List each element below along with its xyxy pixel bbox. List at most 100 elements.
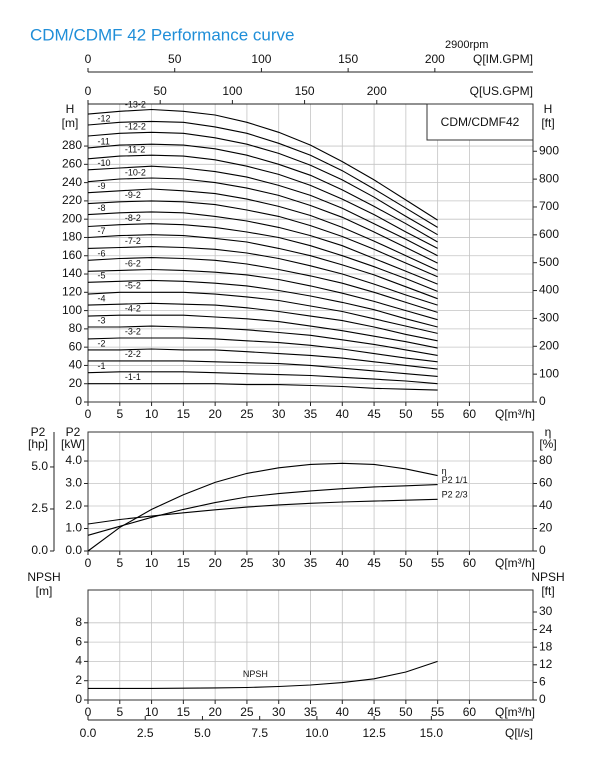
- x-tick-label: 50: [154, 84, 168, 98]
- x-tick-label: 150: [295, 84, 315, 98]
- x-tick-label: 30: [272, 705, 286, 719]
- series-label: -5-2: [125, 281, 141, 291]
- series-label: -10-2: [125, 167, 146, 177]
- series-line: [87, 246, 438, 306]
- y-tick-label: 900: [539, 143, 559, 157]
- y2-axis-unit: [ft]: [541, 116, 554, 130]
- series-line: [87, 314, 438, 349]
- x-axis-label: Q[m³/h]: [495, 556, 535, 570]
- y-tick-label: 100: [62, 303, 82, 317]
- chart-title: CDM/CDMF 42 Performance curve: [30, 25, 295, 44]
- x-tick-label: 5: [116, 556, 123, 570]
- x-tick-label: 2.5: [137, 726, 154, 740]
- series-label: -11-2: [125, 144, 145, 154]
- y2-axis-unit: [%]: [539, 437, 556, 451]
- x-tick-label: 10: [145, 705, 159, 719]
- x-tick-label: 150: [338, 52, 358, 66]
- series-label: -7-2: [125, 236, 141, 246]
- series-line: [87, 108, 438, 221]
- x-tick-label: 5: [116, 705, 123, 719]
- y-tick-label: 0: [539, 394, 546, 408]
- x-tick-label: 30: [272, 407, 286, 421]
- y-tick-label: 1.0: [65, 521, 82, 535]
- y-tick-label: 30: [539, 604, 553, 618]
- y-tick-label: 20: [69, 376, 83, 390]
- hp-axis-unit: [hp]: [28, 437, 48, 451]
- y-tick-label: 60: [539, 476, 553, 490]
- series-line: [87, 143, 438, 243]
- series-label: η: [442, 466, 447, 476]
- y-tick-label: 0.0: [31, 543, 48, 557]
- y-tick-label: 2.5: [31, 501, 48, 515]
- y-axis-label: P2: [66, 425, 81, 439]
- x-tick-label: 50: [399, 407, 413, 421]
- series-line: [87, 211, 438, 285]
- series-line: [87, 498, 438, 525]
- x-tick-label: 50: [168, 52, 182, 66]
- y-tick-label: 200: [62, 211, 82, 225]
- series-label: -11: [98, 136, 110, 146]
- y-tick-label: 180: [62, 230, 82, 244]
- y-tick-label: 700: [539, 199, 559, 213]
- y-axis-unit: [m]: [36, 584, 53, 598]
- series-label: NPSH: [243, 669, 268, 679]
- x-tick-label: 35: [304, 407, 318, 421]
- series-label: -6: [98, 249, 106, 259]
- series-line: [88, 348, 438, 370]
- x-tick-label: 100: [222, 84, 242, 98]
- series-line: [87, 120, 438, 228]
- x-tick-label: 0: [85, 407, 92, 421]
- x-tick-label: 15.0: [420, 726, 444, 740]
- series-line: [88, 360, 438, 377]
- y-tick-label: 3.0: [65, 476, 82, 490]
- series-line: [87, 291, 438, 334]
- series-line: [87, 131, 438, 236]
- x-tick-label: 60: [463, 556, 477, 570]
- x-label-bg: [487, 705, 535, 721]
- x-tick-label: 200: [367, 84, 387, 98]
- series-label: -3-2: [125, 326, 141, 336]
- y-tick-label: 80: [69, 321, 83, 335]
- x-tick-label: 40: [336, 556, 350, 570]
- x-tick-label: 10: [145, 556, 159, 570]
- x-tick-label: 25: [240, 705, 254, 719]
- series-line: [87, 279, 438, 328]
- top-axis-label: Q[US.GPM]: [470, 84, 533, 98]
- x-tick-label: 7.5: [251, 726, 268, 740]
- y-tick-label: 80: [539, 453, 553, 467]
- x-label-bg: [487, 556, 535, 572]
- series-line: [87, 165, 438, 257]
- series-label: -6-2: [125, 259, 141, 269]
- x-tick-label: 60: [463, 407, 477, 421]
- x-tick-label: 40: [336, 705, 350, 719]
- x-tick-label: 5.0: [194, 726, 211, 740]
- y-tick-label: 800: [539, 171, 559, 185]
- y-tick-label: 140: [62, 266, 82, 280]
- y-tick-label: 5.0: [31, 459, 48, 473]
- x-tick-label: 20: [208, 407, 222, 421]
- x-tick-label: 55: [431, 556, 445, 570]
- top-axis-label: Q[IM.GPM]: [473, 52, 533, 66]
- series-label: -12: [98, 113, 111, 123]
- series-label: P2 1/1: [442, 475, 468, 485]
- y-tick-label: 12: [539, 657, 553, 671]
- y-axis-label: NPSH: [27, 570, 60, 584]
- model-label: CDM/CDMF42: [441, 115, 520, 129]
- y-tick-label: 20: [539, 521, 553, 535]
- y-tick-label: 0: [539, 543, 546, 557]
- y-axis-label: H: [66, 102, 75, 116]
- series-label: -4: [98, 293, 106, 303]
- series-line: [87, 302, 438, 342]
- series-label: -1: [98, 361, 106, 371]
- series-line: [87, 484, 438, 536]
- y-tick-label: 280: [62, 138, 82, 152]
- y2-axis-label: H: [544, 102, 553, 116]
- hp-axis-label: P2: [31, 425, 46, 439]
- x-tick-label: 45: [367, 407, 381, 421]
- x-tick-label: 25: [240, 556, 254, 570]
- y-tick-label: 2: [75, 673, 82, 687]
- y-tick-label: 240: [62, 175, 82, 189]
- series-line: [87, 154, 438, 249]
- y-tick-label: 0: [75, 394, 82, 408]
- series-line: [88, 325, 438, 356]
